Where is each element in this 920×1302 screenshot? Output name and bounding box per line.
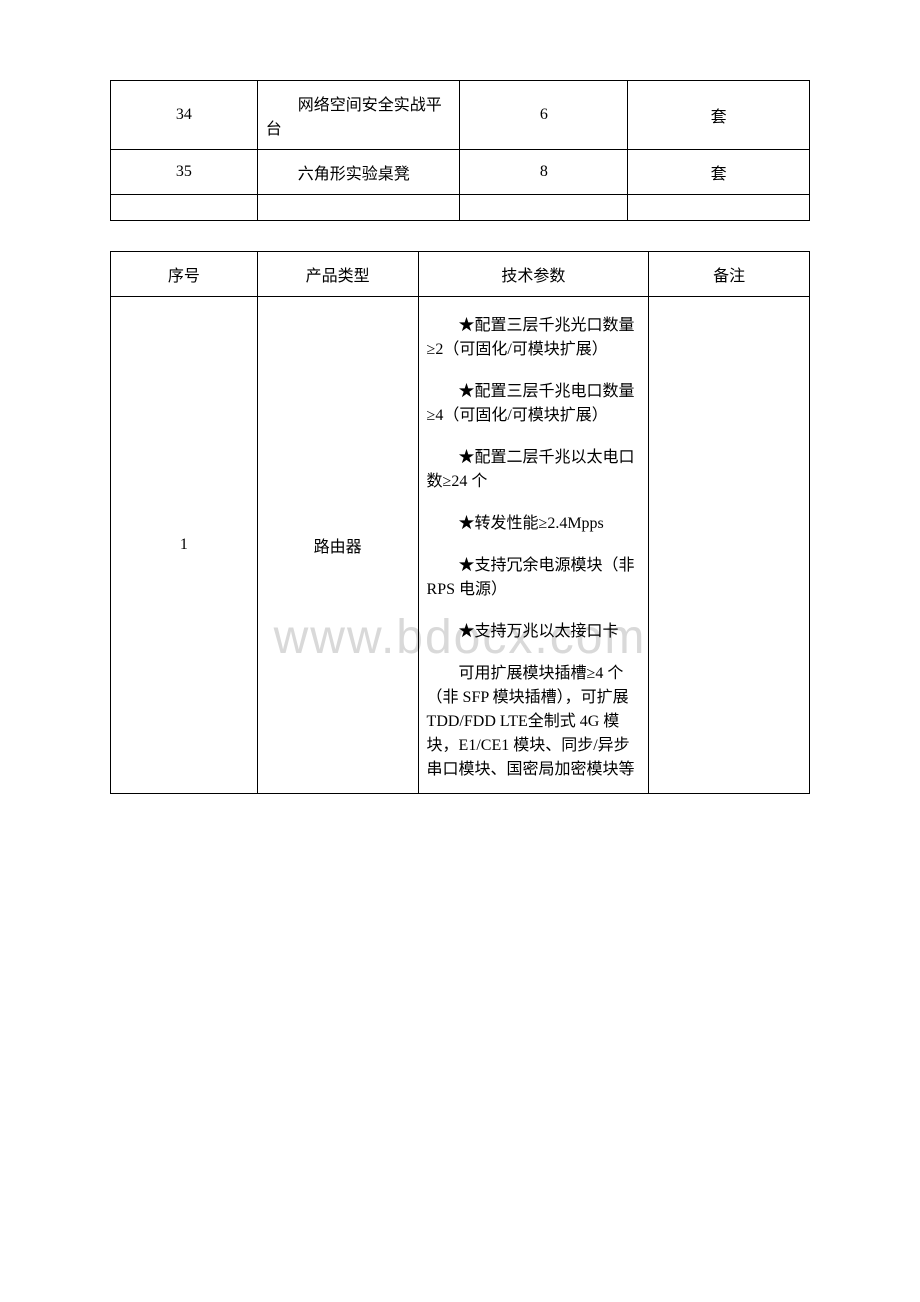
table-row: 34 网络空间安全实战平台 6 套 [111,81,810,150]
header-type: 产品类型 [257,252,418,297]
item-name: 网络空间安全实战平台 [257,81,460,150]
empty-cell [111,195,258,221]
spec-item: ★支持冗余电源模块（非RPS 电源） [427,551,641,599]
empty-cell [628,195,810,221]
row-number: 34 [111,81,258,150]
spec-item: ★配置三层千兆电口数量≥4（可固化/可模块扩展） [427,377,641,425]
quantity: 6 [460,81,628,150]
tech-spec-cell: ★配置三层千兆光口数量≥2（可固化/可模块扩展） ★配置三层千兆电口数量≥4（可… [418,297,649,794]
header-spec: 技术参数 [418,252,649,297]
item-name: 六角形实验桌凳 [257,150,460,195]
header-remark: 备注 [649,252,810,297]
table-row: 1 路由器 ★配置三层千兆光口数量≥2（可固化/可模块扩展） ★配置三层千兆电口… [111,297,810,794]
remark-cell [649,297,810,794]
empty-cell [257,195,460,221]
table-row: 35 六角形实验桌凳 8 套 [111,150,810,195]
unit: 套 [628,150,810,195]
header-seq: 序号 [111,252,258,297]
empty-cell [460,195,628,221]
spec-item: ★配置二层千兆以太电口数≥24 个 [427,443,641,491]
table-header-row: 序号 产品类型 技术参数 备注 [111,252,810,297]
equipment-list-table: 34 网络空间安全实战平台 6 套 35 六角形实验桌凳 8 套 [110,80,810,221]
table-row-empty [111,195,810,221]
quantity: 8 [460,150,628,195]
unit: 套 [628,81,810,150]
spec-item: ★转发性能≥2.4Mpps [427,509,641,533]
page-content: 34 网络空间安全实战平台 6 套 35 六角形实验桌凳 8 套 序号 产品类型… [110,80,810,794]
spec-item: ★支持万兆以太接口卡 [427,617,641,641]
product-type: 路由器 [257,297,418,794]
spec-item: 可用扩展模块插槽≥4 个（非 SFP 模块插槽），可扩展TDD/FDD LTE全… [427,659,641,779]
row-number: 35 [111,150,258,195]
spec-item: ★配置三层千兆光口数量≥2（可固化/可模块扩展） [427,311,641,359]
row-number: 1 [111,297,258,794]
spec-table: 序号 产品类型 技术参数 备注 1 路由器 ★配置三层千兆光口数量≥2（可固化/… [110,251,810,794]
